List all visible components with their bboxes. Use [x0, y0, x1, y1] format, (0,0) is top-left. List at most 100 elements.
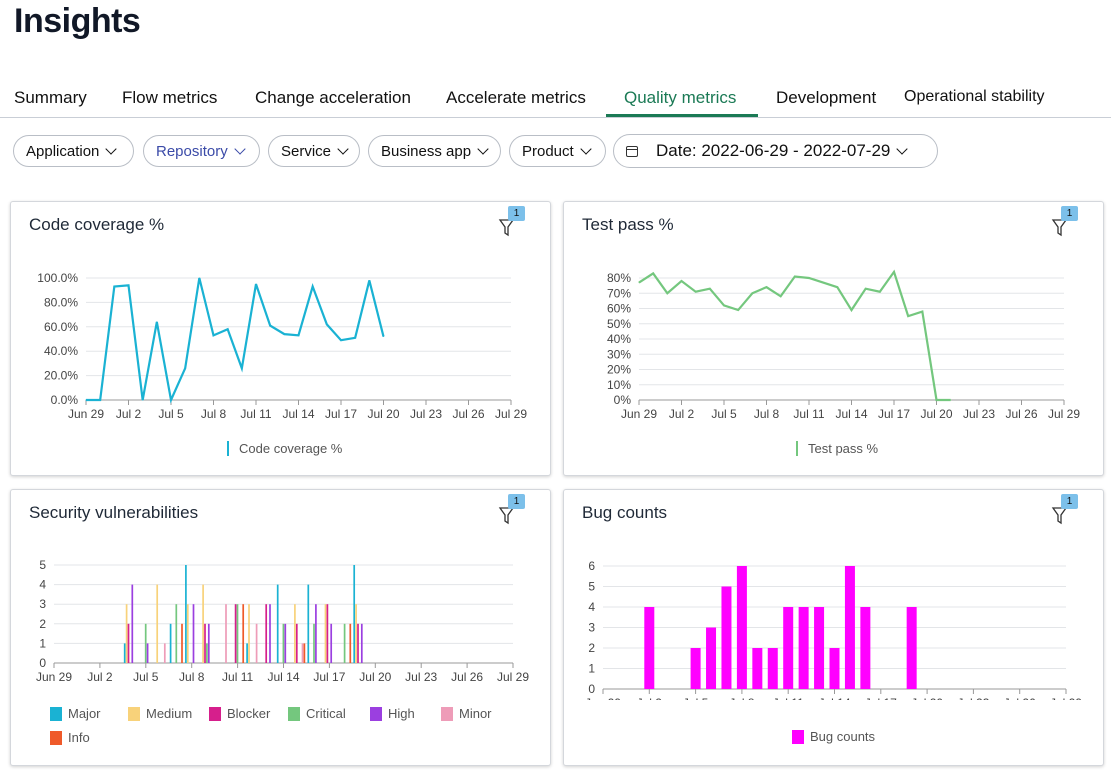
data-point [142, 399, 144, 401]
data-point [312, 286, 314, 288]
data-point [383, 336, 384, 338]
y-tick-label: 80.0% [44, 295, 78, 309]
test-pass-chart: 80%70% 60%50%40%30% 20%10%0%Jun 29 Jul 2 Jul… [607, 269, 1080, 421]
bar [721, 586, 732, 689]
legend-label: Bug counts [810, 729, 876, 744]
legend-label: Blocker [227, 706, 271, 721]
x-tick-label: Jun 29 [36, 670, 72, 684]
legend-label: Medium [146, 706, 193, 721]
x-tick-label: Jul 20 [359, 670, 391, 684]
application-filter[interactable]: Application [13, 135, 134, 167]
x-tick-label: Jul 20 [920, 407, 952, 421]
bar [156, 584, 159, 663]
y-tick-label: 100.0% [37, 271, 78, 285]
tab-summary[interactable]: Summary [14, 88, 87, 107]
data-point [921, 311, 923, 313]
legend-swatch [792, 729, 804, 744]
bar [752, 648, 763, 689]
business-app-filter[interactable]: Business app [368, 135, 501, 167]
bar [301, 643, 304, 663]
x-tick-label: Jul 2 [669, 407, 695, 421]
y-tick-label: 30% [607, 347, 631, 361]
date-range-filter[interactable]: Date: 2022-06-29 - 2022-07-29 [613, 134, 938, 168]
bar [295, 623, 298, 663]
bar [355, 604, 357, 663]
data-point [695, 291, 697, 293]
bar [906, 607, 917, 689]
x-tick-label: Jul 5 [158, 407, 184, 421]
bar [125, 604, 128, 663]
legend-item: High [370, 706, 415, 721]
legend-item: Code coverage % [227, 441, 342, 456]
tab-operational-stability[interactable]: Operational stability [904, 88, 1045, 105]
data-point [808, 277, 810, 279]
bar [282, 623, 285, 663]
x-tick-label: Jul 23 [957, 696, 989, 700]
data-point [907, 315, 909, 317]
data-point [851, 309, 852, 311]
x-tick-label: Jul 11 [240, 407, 271, 421]
legend-label: High [388, 706, 415, 721]
y-tick-label: 40.0% [44, 344, 78, 358]
date-range-label: Date: 2022-06-29 - 2022-07-29 [656, 141, 891, 160]
legend-swatch [796, 441, 798, 456]
bar [353, 565, 356, 663]
bar [829, 648, 840, 689]
tab-quality-metrics[interactable]: Quality metrics [624, 88, 737, 107]
product-filter-label: Product [522, 142, 574, 160]
x-tick-label: Jul 11 [222, 670, 253, 684]
bar [284, 623, 287, 663]
tab-development[interactable]: Development [776, 88, 877, 107]
legend-swatch [227, 441, 229, 456]
x-tick-label: Jul 14 [835, 407, 867, 421]
product-filter[interactable]: Product [509, 135, 606, 167]
bar [181, 623, 183, 663]
active-tab-indicator [606, 114, 758, 117]
data-point [156, 321, 158, 323]
bar [246, 643, 248, 663]
security-legend: Major Medium Blocker Critical High Minor Info [11, 702, 550, 752]
bar [242, 604, 245, 663]
y-tick-label: 3 [588, 621, 595, 635]
x-tick-label: Jul 26 [1004, 696, 1036, 700]
data-point [893, 271, 895, 273]
x-tick-label: Jul 5 [133, 670, 159, 684]
series-line [86, 277, 385, 404]
bar [294, 604, 296, 663]
x-tick-label: Jun 29 [68, 407, 104, 421]
bug-counts-title: Bug counts [582, 503, 668, 522]
repository-filter[interactable]: Repository [143, 135, 260, 167]
bar [123, 643, 126, 663]
x-tick-label: Jul 14 [282, 407, 314, 421]
y-tick-label: 60% [607, 302, 631, 316]
bar [736, 566, 747, 689]
code-coverage-title: Code coverage % [29, 215, 165, 234]
bar [269, 604, 271, 663]
data-point [85, 399, 87, 401]
bar [360, 623, 363, 663]
bar [248, 604, 250, 663]
page-title: Insights [14, 2, 141, 40]
service-filter[interactable]: Service [268, 135, 360, 167]
application-filter-label: Application [26, 142, 100, 160]
bar [343, 623, 346, 663]
bar [315, 604, 317, 663]
data-point [723, 304, 725, 306]
tab-flow-metrics[interactable]: Flow metrics [122, 88, 218, 107]
legend-item: Medium [128, 706, 192, 721]
legend-item: Blocker [209, 706, 270, 721]
x-tick-label: Jul 23 [963, 407, 995, 421]
bar [307, 584, 310, 663]
tab-accelerate-metrics[interactable]: Accelerate metrics [446, 88, 586, 107]
y-tick-label: 4 [588, 600, 595, 614]
legend-label: Code coverage % [239, 441, 343, 456]
y-tick-label: 50% [607, 317, 631, 331]
tab-change-acceleration[interactable]: Change acceleration [255, 88, 411, 107]
tab-bar: Summary Flow metrics Change acceleration… [0, 86, 1111, 118]
bar [326, 604, 329, 663]
chevron-down-icon [105, 142, 118, 155]
data-point [269, 325, 271, 327]
legend-item: Major [50, 706, 101, 721]
